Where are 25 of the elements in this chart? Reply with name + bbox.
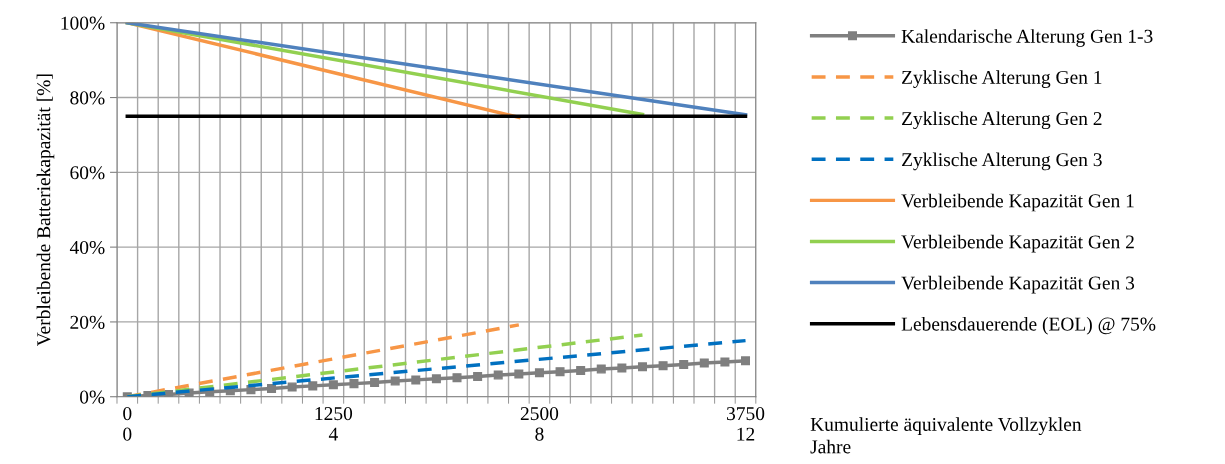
x2-tick-label: 4 bbox=[328, 427, 338, 441]
legend-label: Kalendarische Alterung Gen 1-3 bbox=[901, 29, 1153, 47]
y-tick-label: 80% bbox=[70, 91, 105, 105]
legend-label: Zyklische Alterung Gen 1 bbox=[902, 70, 1102, 88]
legend-label: Verbleibende Kapazität Gen 1 bbox=[901, 193, 1134, 212]
legend-label: Verbleibende Kapazität Gen 2 bbox=[901, 234, 1134, 253]
x2-tick-label: 12 bbox=[737, 427, 755, 441]
x-tick-label: 2500 bbox=[520, 407, 559, 421]
legend-label: Verbleibende Kapazität Gen 3 bbox=[901, 275, 1135, 294]
x-axis-title: Kumulierte äquivalente Vollzyklen bbox=[810, 417, 1082, 435]
x-tick-label: 3750 bbox=[727, 407, 765, 421]
legend-label: Zyklische Alterung Gen 2 bbox=[902, 111, 1102, 130]
x2-axis-title: Jahre bbox=[810, 439, 851, 454]
x-tick-label: 0 bbox=[123, 407, 132, 421]
legend-label: Zyklische Alterung Gen 3 bbox=[902, 152, 1102, 171]
x2-tick-label: 8 bbox=[535, 427, 544, 441]
y-tick-label: 20% bbox=[70, 315, 105, 329]
y-tick-label: 40% bbox=[69, 240, 105, 255]
y-tick-label: 60% bbox=[70, 166, 105, 180]
y-tick-label: 0% bbox=[80, 390, 105, 404]
legend-label: Lebensdauerende (EOL) @ 75% bbox=[901, 316, 1156, 335]
x2-tick-label: 0 bbox=[123, 427, 132, 441]
y-tick-label: 100% bbox=[61, 16, 105, 30]
x-tick-label: 1250 bbox=[315, 407, 353, 421]
y-axis-title: Verbleibende Batteriekapazität [%] bbox=[36, 74, 55, 347]
